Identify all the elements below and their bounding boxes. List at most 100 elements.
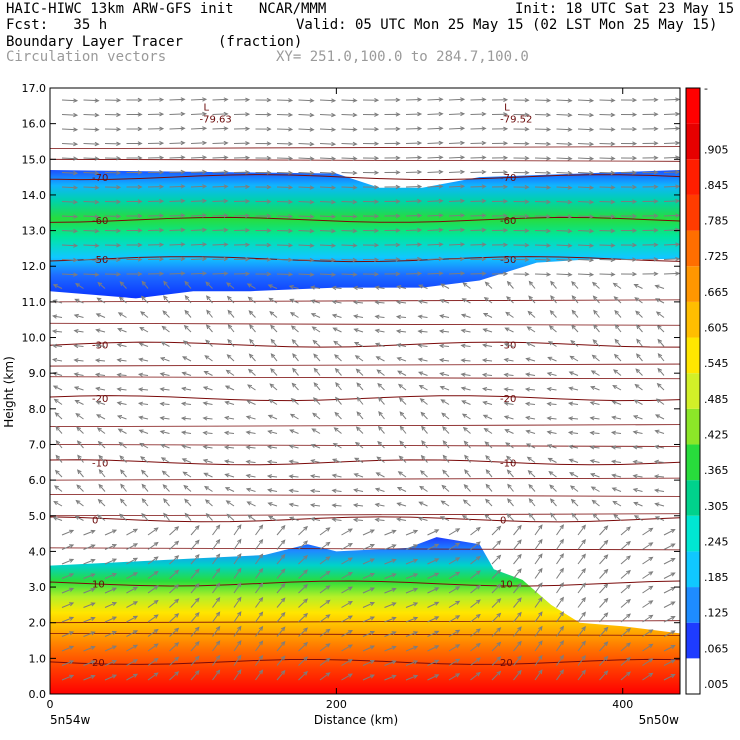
circulation-vector	[312, 412, 321, 420]
circulation-vector	[268, 284, 278, 289]
vector-arrowhead	[503, 97, 509, 103]
circulation-vector	[470, 643, 481, 652]
circulation-vector	[298, 642, 308, 652]
plot-frame	[49, 87, 681, 695]
circulation-vector	[290, 298, 299, 304]
vector-arrowhead	[460, 227, 466, 233]
circulation-vector	[83, 172, 99, 174]
vector-arrowhead	[460, 140, 466, 146]
vector-arrowhead	[180, 155, 186, 160]
vector-arrowhead	[353, 314, 359, 319]
low-markers: L-79.63L-79.52	[200, 103, 533, 126]
circulation-vector	[312, 340, 321, 347]
vector-arrowhead	[180, 198, 186, 204]
vector-arrowhead	[223, 445, 229, 450]
vector-arrowhead	[528, 512, 534, 518]
circulation-vector	[550, 498, 557, 507]
circulation-vector	[270, 368, 278, 376]
circulation-vector	[577, 186, 594, 189]
vector-arrowhead	[538, 640, 543, 646]
circulation-vector	[571, 281, 579, 289]
vector-arrowhead	[347, 601, 353, 606]
vector-arrowhead	[369, 630, 375, 635]
vector-arrowhead	[417, 126, 423, 131]
vector-arrowhead	[215, 654, 221, 660]
vector-arrowhead	[475, 555, 481, 561]
vector-arrowhead	[159, 430, 165, 435]
circulation-vector	[206, 513, 213, 521]
circulation-vector	[663, 529, 675, 536]
vector-arrowhead	[675, 97, 680, 102]
vector-arrowhead	[612, 500, 618, 506]
vector-arrowhead	[94, 343, 101, 348]
vector-arrowhead	[559, 625, 564, 631]
vector-arrowhead	[76, 484, 82, 490]
circulation-vector	[463, 427, 471, 434]
vector-arrowhead	[569, 355, 575, 360]
circulation-vector	[182, 387, 192, 391]
vector-arrowhead	[656, 324, 662, 330]
circulation-vector	[83, 201, 99, 203]
circulation-vector	[440, 283, 450, 289]
vector-arrowhead	[51, 329, 57, 334]
circulation-vector	[233, 640, 242, 652]
circulation-vector	[190, 98, 207, 101]
circulation-vector	[663, 272, 680, 275]
circulation-vector	[663, 142, 680, 144]
colorbar-label: .785	[704, 215, 729, 228]
circulation-vector	[448, 113, 465, 115]
vector-arrowhead	[524, 112, 530, 117]
vector-arrowhead	[310, 313, 316, 318]
circulation-vector	[332, 504, 342, 507]
y-tick-label: 9.0	[29, 367, 47, 380]
vector-arrowhead	[395, 170, 401, 175]
temperature-contours: -70 -70-60 -60-50 -50-30 -30-20 -20-10 -100 010…	[50, 146, 680, 669]
vector-arrowhead	[546, 98, 552, 103]
temperature-contour	[50, 146, 680, 150]
circulation-vector	[577, 215, 594, 218]
circulation-vector	[534, 626, 543, 637]
vector-arrowhead	[590, 486, 596, 491]
vector-arrowhead	[417, 271, 423, 276]
vector-arrowhead	[352, 185, 358, 190]
circulation-vector	[547, 444, 557, 449]
vector-arrowhead	[632, 459, 638, 465]
circulation-vector	[548, 457, 557, 463]
circulation-vector	[190, 272, 207, 275]
vector-arrowhead	[90, 631, 96, 636]
circulation-vector	[571, 310, 579, 318]
vector-arrowhead	[249, 324, 254, 330]
circulation-vector	[169, 243, 185, 246]
vector-arrowhead	[288, 141, 294, 147]
circulation-vector	[162, 484, 170, 492]
circulation-vector	[620, 555, 631, 565]
circulation-vector	[506, 456, 514, 463]
circulation-vector	[61, 244, 78, 247]
circulation-vector	[160, 430, 170, 434]
vector-arrowhead	[331, 170, 337, 176]
vector-arrowhead	[269, 310, 275, 316]
circulation-vector	[448, 258, 465, 260]
vector-arrowhead	[413, 645, 419, 650]
vector-arrowhead	[670, 673, 676, 679]
circulation-vector	[362, 558, 375, 565]
vector-arrowhead	[267, 414, 273, 419]
circulation-vector	[577, 128, 594, 131]
circulation-vector	[570, 485, 579, 492]
vector-arrowhead	[245, 415, 251, 420]
circulation-vector	[212, 525, 220, 536]
circulation-vector	[104, 674, 117, 681]
circulation-vector	[577, 612, 586, 623]
circulation-vector	[61, 230, 78, 232]
circulation-vector	[161, 457, 170, 463]
vector-arrowhead	[94, 98, 100, 103]
vector-arrowhead	[581, 524, 586, 530]
vector-arrowhead	[675, 271, 680, 276]
circulation-vector	[289, 475, 299, 478]
vector-arrowhead	[159, 170, 165, 175]
vector-arrowhead	[460, 343, 466, 349]
circulation-vector	[212, 670, 220, 681]
vector-arrowhead	[455, 542, 461, 547]
vector-arrowhead	[675, 169, 680, 175]
vector-arrowhead	[654, 516, 660, 521]
